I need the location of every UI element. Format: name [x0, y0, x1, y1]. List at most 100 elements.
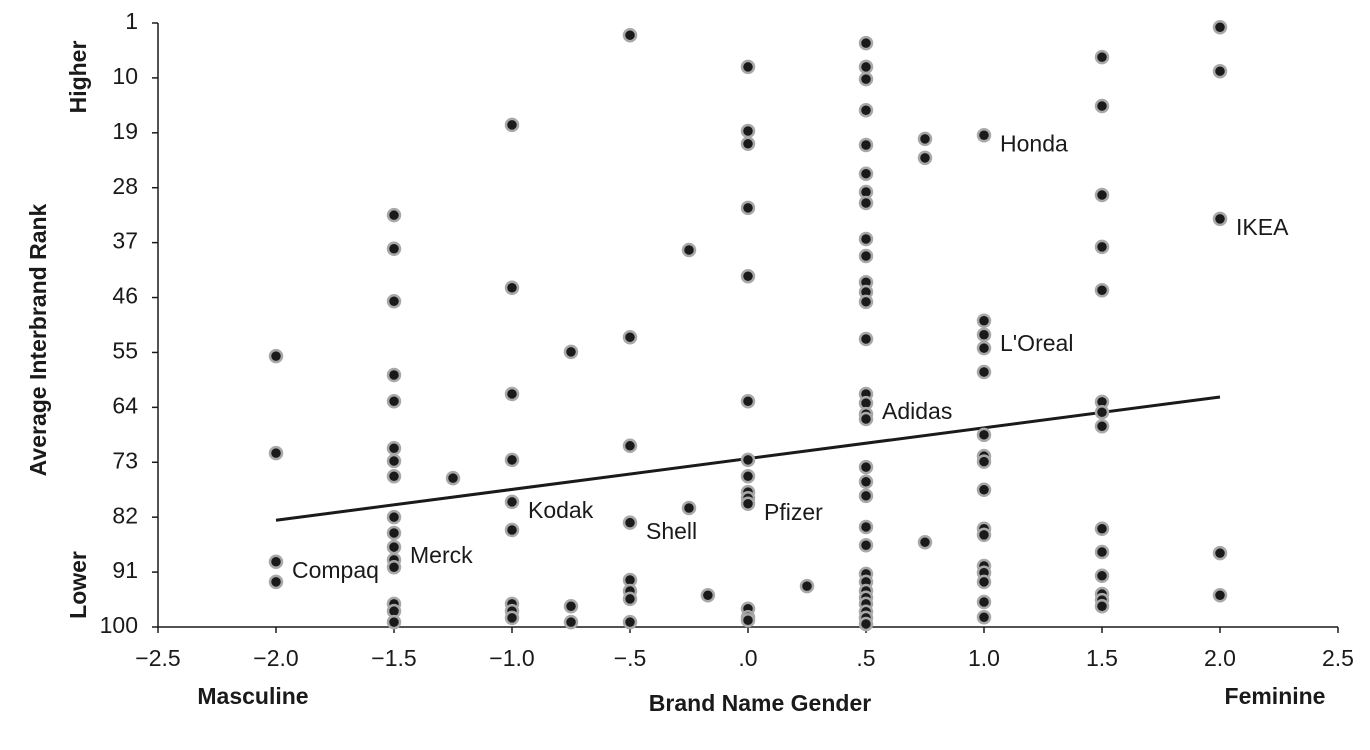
- point: [976, 454, 992, 469]
- point: [1094, 568, 1110, 584]
- point: [622, 438, 638, 454]
- point: [1094, 239, 1110, 255]
- point: [976, 313, 992, 328]
- point-label: L'Oreal: [1000, 330, 1073, 356]
- point-label: Merck: [410, 542, 473, 568]
- point: [740, 59, 756, 75]
- point: [858, 519, 874, 535]
- point: [622, 27, 638, 43]
- point: [622, 614, 638, 630]
- point-label: Pfizer: [764, 499, 823, 525]
- point: [268, 348, 284, 364]
- point: [504, 522, 520, 538]
- x-tick-label: 1.5: [1086, 645, 1118, 671]
- y-tick-label: 19: [112, 118, 138, 144]
- point: [386, 440, 402, 456]
- point: [976, 574, 992, 590]
- point: [858, 537, 874, 553]
- point: [858, 59, 874, 75]
- point: [622, 329, 638, 345]
- point: [563, 344, 579, 360]
- point: [976, 128, 992, 143]
- x-tick-label: −1.0: [489, 645, 534, 671]
- point: [268, 574, 284, 590]
- y-tick-label: 64: [112, 392, 138, 418]
- x-tick-label: −2.5: [135, 645, 180, 671]
- point: [858, 459, 874, 475]
- point: [976, 427, 992, 443]
- point: [1094, 419, 1110, 434]
- point: [386, 453, 402, 469]
- point: [858, 231, 874, 247]
- point-label: Adidas: [882, 398, 952, 424]
- point: [740, 496, 756, 512]
- point: [268, 554, 284, 569]
- y-tick-label: 55: [112, 338, 138, 364]
- point-label: Honda: [1000, 130, 1068, 156]
- point: [858, 102, 874, 118]
- point-label: IKEA: [1236, 214, 1289, 240]
- point: [976, 364, 992, 380]
- point: [1094, 187, 1110, 203]
- point: [386, 539, 402, 555]
- point: [1212, 211, 1228, 227]
- point: [1094, 98, 1110, 114]
- point: [386, 469, 402, 484]
- point: [1094, 49, 1110, 65]
- point: [976, 482, 992, 497]
- y-tick-label: 82: [112, 502, 138, 528]
- point: [504, 280, 520, 296]
- y-tick-label: 91: [112, 557, 138, 583]
- point: [681, 500, 697, 516]
- point-label: Kodak: [528, 497, 594, 523]
- point: [740, 394, 756, 409]
- point: [386, 614, 402, 630]
- point: [976, 340, 992, 356]
- point: [1212, 545, 1228, 561]
- point: [858, 294, 874, 310]
- point: [1212, 588, 1228, 603]
- x-annotation: Feminine: [1225, 683, 1326, 709]
- point: [386, 367, 402, 383]
- point: [858, 616, 874, 632]
- point: [622, 591, 638, 607]
- y-tick-label: 37: [112, 228, 138, 254]
- point: [976, 594, 992, 610]
- point: [917, 131, 933, 147]
- point: [1094, 282, 1110, 298]
- point: [740, 613, 756, 628]
- x-tick-label: .0: [738, 645, 757, 671]
- point: [740, 469, 756, 484]
- point: [858, 195, 874, 211]
- y-tick-label: 28: [112, 173, 138, 199]
- point: [386, 509, 402, 525]
- y-tick-label: 100: [100, 612, 138, 638]
- point: [740, 200, 756, 216]
- point: [681, 242, 697, 258]
- y-axis-title: Average Interbrand Rank: [25, 203, 51, 476]
- point: [740, 268, 756, 284]
- x-tick-label: 2.0: [1204, 645, 1236, 671]
- point: [858, 71, 874, 87]
- x-axis-title: Brand Name Gender: [649, 690, 871, 716]
- point: [563, 599, 579, 614]
- point: [976, 527, 992, 543]
- point: [740, 123, 756, 139]
- point: [858, 35, 874, 51]
- y-tick-label: 10: [112, 63, 138, 89]
- point: [858, 474, 874, 490]
- point: [858, 488, 874, 504]
- point: [504, 494, 520, 510]
- point: [386, 394, 402, 409]
- point: [858, 248, 874, 264]
- y-tick-label: 1: [125, 8, 138, 34]
- point: [386, 207, 402, 223]
- point: [700, 588, 716, 603]
- point: [504, 386, 520, 402]
- x-tick-label: .5: [856, 645, 875, 671]
- point: [1094, 521, 1110, 537]
- x-tick-label: −2.0: [253, 645, 298, 671]
- point: [445, 470, 461, 486]
- point: [504, 117, 520, 133]
